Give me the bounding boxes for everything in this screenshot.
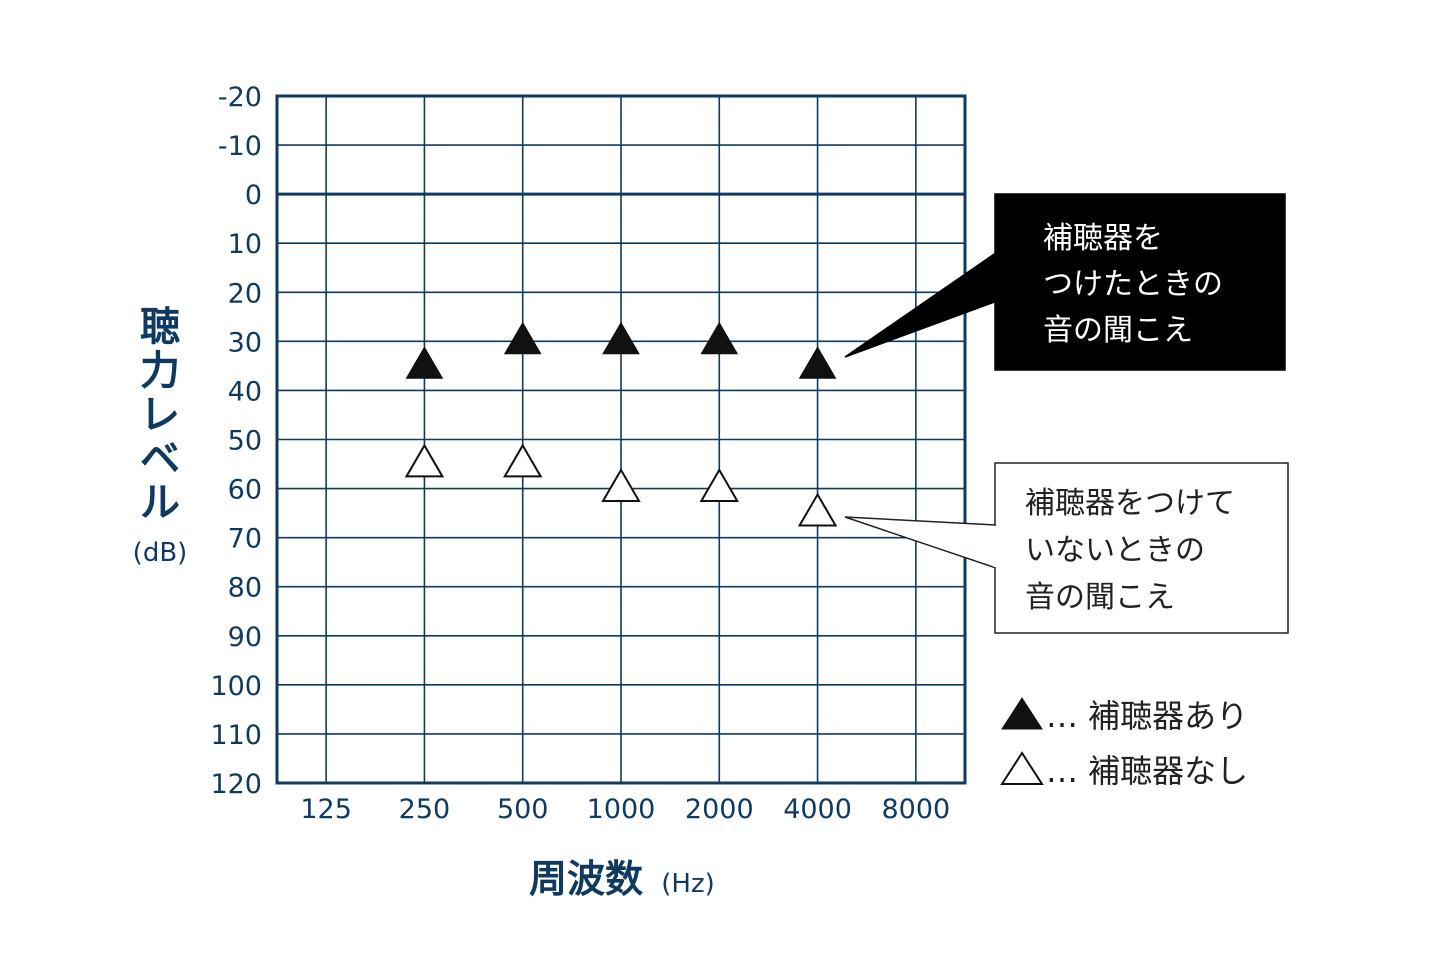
x-tick-label: 4000: [783, 794, 852, 825]
callout-text: 補聴器を: [1043, 221, 1163, 256]
y-tick-label: 60: [228, 475, 262, 506]
marker-with-aid: [503, 321, 542, 355]
x-axis-label: 周波数: [529, 857, 643, 901]
data-markers: [404, 321, 838, 527]
x-tick-label: 250: [399, 794, 451, 825]
marker-with-aid: [405, 346, 444, 379]
y-tick-labels: -20 -10 0 10 20 30 40 50 60 70 80 90 100 110 120: [210, 82, 262, 800]
callout-text: いないときの: [1025, 533, 1205, 568]
y-tick-label: 90: [228, 622, 262, 653]
plot-frame: [275, 94, 967, 785]
y-tick-label: 40: [228, 376, 262, 407]
x-axis-unit: (Hz): [661, 869, 715, 899]
marker-without-aid: [404, 443, 445, 478]
x-tick-label: 125: [300, 794, 352, 825]
y-tick-label: 80: [228, 573, 262, 604]
callout-text: 音の聞こえ: [1043, 313, 1193, 348]
y-tick-label: 30: [228, 327, 262, 358]
callout-box: [994, 462, 1289, 634]
legend: … 補聴器あり … 補聴器なし: [1000, 697, 1248, 790]
y-tick-label: 50: [228, 426, 262, 457]
marker-with-aid: [700, 321, 739, 355]
legend-label: … 補聴器なし: [1046, 752, 1248, 790]
marker-with-aid: [602, 321, 640, 355]
legend-label: … 補聴器あり: [1046, 697, 1248, 735]
callout-text: つけたときの: [1043, 267, 1223, 302]
callout-text: 音の聞こえ: [1025, 580, 1175, 615]
y-tick-label: -10: [218, 131, 262, 162]
y-tick-label: 120: [210, 769, 262, 800]
y-axis-label: 聴力レベル: [140, 304, 180, 526]
marker-with-aid: [798, 346, 837, 379]
x-tick-label: 2000: [685, 794, 754, 825]
marker-without-aid: [797, 492, 838, 527]
y-tick-label: 0: [245, 180, 262, 211]
y-tick-label: 20: [228, 278, 262, 309]
y-tick-label: -20: [218, 82, 262, 113]
marker-without-aid: [502, 443, 543, 478]
y-tick-label: 70: [228, 524, 262, 555]
y-tick-label: 10: [228, 229, 262, 260]
callout-box: [994, 193, 1286, 371]
y-tick-label: 100: [210, 671, 262, 702]
grid: [275, 94, 967, 785]
x-tick-labels: 125 250 500 1000 2000 4000 8000: [300, 794, 950, 825]
x-tick-label: 1000: [587, 794, 656, 825]
y-axis-unit: (dB): [133, 538, 188, 568]
x-tick-label: 8000: [881, 794, 950, 825]
legend-symbol-open: [1000, 751, 1044, 785]
callout-tail: [844, 516, 997, 570]
callout-text: 補聴器をつけて: [1025, 486, 1235, 521]
legend-symbol-filled: [1001, 697, 1043, 730]
x-tick-label: 500: [497, 794, 549, 825]
marker-without-aid: [601, 467, 641, 502]
y-tick-label: 110: [210, 720, 262, 751]
marker-without-aid: [699, 467, 740, 502]
